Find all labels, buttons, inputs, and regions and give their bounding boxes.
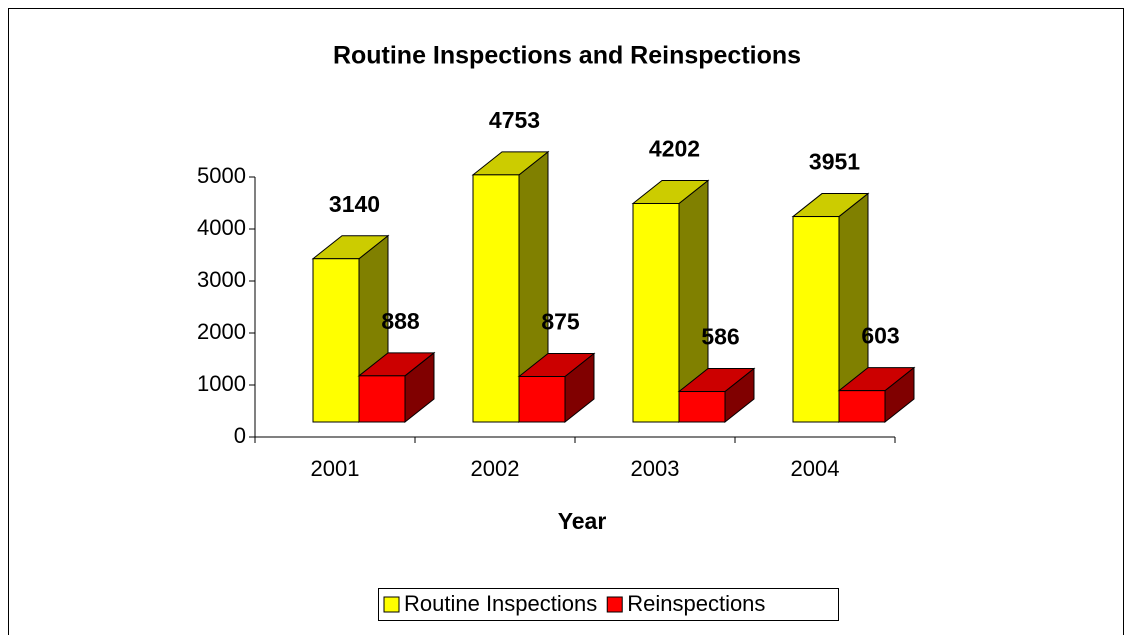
chart-title: Routine Inspections and Reinspections [333,42,801,70]
data-label: 3140 [329,191,380,217]
data-label: 888 [381,308,420,334]
x-tick-label: 2003 [631,456,680,481]
bar-front [312,258,360,423]
chart-frame [8,8,1124,635]
bar [357,351,436,424]
data-label: 3951 [809,149,860,175]
bar [837,366,916,424]
x-tick-label: 2004 [791,456,840,481]
bar-front [632,202,680,423]
legend-label: Routine Inspections [404,591,597,616]
data-label: 586 [701,324,739,350]
data-label: 603 [861,323,899,349]
y-tick-label: 1000 [197,371,246,396]
y-tick-label: 2000 [197,319,246,344]
data-label: 875 [541,309,580,335]
legend-label: Reinspections [627,591,765,616]
bar-front [838,390,886,423]
bar-front [792,216,840,423]
legend-swatch [606,596,623,613]
bar-front [472,174,520,423]
bar [791,192,870,424]
bar [677,367,756,424]
legend-swatch [383,596,400,613]
bar-front [358,375,406,423]
y-tick-label: 4000 [197,215,246,240]
y-tick-label: 3000 [197,267,246,292]
bar-front [678,391,726,423]
x-axis-label: Year [558,508,607,534]
bar [631,179,710,424]
bar [517,352,596,424]
bar-front [518,376,566,423]
x-tick-label: 2002 [471,456,520,481]
y-tick-label: 0 [234,423,246,448]
x-tick-label: 2001 [311,456,360,481]
data-label: 4753 [489,107,540,133]
data-label: 4202 [649,136,700,162]
bar [471,150,550,424]
y-tick-label: 5000 [197,163,246,188]
